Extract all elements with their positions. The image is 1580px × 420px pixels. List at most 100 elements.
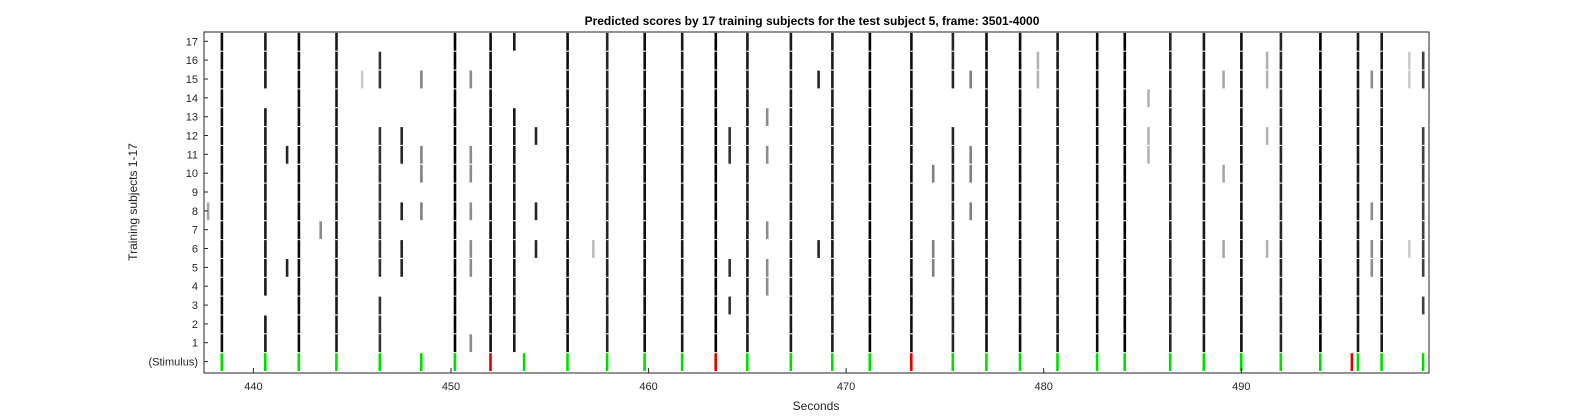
score-cell xyxy=(453,127,457,145)
score-cell xyxy=(400,202,403,221)
score-cell xyxy=(910,315,913,334)
score-cell xyxy=(831,296,834,315)
score-cell xyxy=(831,240,834,258)
score-cell xyxy=(335,108,338,126)
score-cell xyxy=(643,277,646,296)
score-cell xyxy=(1095,89,1099,108)
score-cell xyxy=(220,164,224,183)
stimulus-mark-correct xyxy=(453,353,457,371)
score-cell xyxy=(985,240,988,258)
score-cell xyxy=(643,221,646,240)
y-tick-label: 15 xyxy=(186,74,198,86)
score-cell xyxy=(1240,277,1243,296)
score-cell xyxy=(1222,164,1225,183)
score-cell xyxy=(1095,277,1099,296)
score-cell xyxy=(513,296,516,315)
score-cell xyxy=(1056,277,1059,296)
score-cell xyxy=(1123,315,1127,334)
score-cell xyxy=(1169,315,1172,334)
score-cell xyxy=(1018,334,1022,353)
score-cell xyxy=(728,296,731,315)
score-cell xyxy=(789,202,793,221)
score-cell xyxy=(969,145,972,164)
score-cell xyxy=(1123,51,1127,70)
score-cell xyxy=(220,259,224,277)
score-cell xyxy=(1123,164,1127,183)
score-cell xyxy=(789,315,793,334)
score-cell xyxy=(453,145,457,164)
score-cell xyxy=(1279,183,1283,202)
score-cell xyxy=(513,334,516,353)
score-cell xyxy=(1319,89,1322,108)
score-cell xyxy=(714,164,718,183)
score-cell xyxy=(1279,108,1283,126)
score-cell xyxy=(680,315,684,334)
x-tick-label: 480 xyxy=(1035,381,1053,393)
score-cell xyxy=(1169,296,1172,315)
score-cell xyxy=(1018,296,1022,315)
score-cell xyxy=(489,70,492,89)
score-cell xyxy=(910,164,913,183)
score-cell xyxy=(1169,221,1172,240)
x-tick-label: 490 xyxy=(1232,381,1250,393)
score-cell xyxy=(297,164,301,183)
stimulus-mark-correct xyxy=(951,353,955,371)
score-cell xyxy=(680,296,684,315)
score-cell xyxy=(831,32,834,51)
score-cell xyxy=(220,51,224,70)
score-cell xyxy=(728,127,731,145)
y-tick-label: 16 xyxy=(186,55,198,67)
score-cell xyxy=(566,315,569,334)
score-cell xyxy=(1356,240,1360,258)
score-cell xyxy=(931,259,935,277)
score-cell xyxy=(1319,221,1322,240)
score-cell xyxy=(1380,32,1383,51)
x-tick-label: 470 xyxy=(837,381,855,393)
score-cell xyxy=(868,277,872,296)
score-cell xyxy=(605,183,609,202)
score-cell xyxy=(489,145,492,164)
score-cell xyxy=(335,221,338,240)
score-cell xyxy=(1222,70,1225,89)
score-cell xyxy=(1240,127,1243,145)
score-cell xyxy=(643,296,646,315)
y-tick-label: 6 xyxy=(192,244,198,256)
score-cell xyxy=(1370,70,1374,89)
score-cell xyxy=(910,70,913,89)
stimulus-mark-error xyxy=(489,353,492,371)
score-cell xyxy=(1056,145,1059,164)
score-cell xyxy=(1408,240,1411,258)
score-cell xyxy=(297,70,301,89)
score-cell xyxy=(910,334,913,353)
score-cell xyxy=(831,315,834,334)
score-cell xyxy=(264,51,267,70)
score-cell xyxy=(831,259,834,277)
score-cell xyxy=(297,315,301,334)
score-cell xyxy=(220,240,224,258)
score-cell xyxy=(513,145,516,164)
score-cell xyxy=(680,108,684,126)
score-cell xyxy=(400,145,403,164)
stimulus-mark-error xyxy=(1350,353,1354,371)
score-cell xyxy=(1169,164,1172,183)
score-cell xyxy=(1056,240,1059,258)
score-cell xyxy=(1240,296,1243,315)
score-cell xyxy=(1202,183,1206,202)
score-cell xyxy=(489,240,492,258)
score-cell xyxy=(1123,108,1127,126)
score-cell xyxy=(1356,315,1360,334)
score-cell xyxy=(728,145,731,164)
score-cell xyxy=(1169,108,1172,126)
score-cell xyxy=(1279,334,1283,353)
score-cell xyxy=(714,51,718,70)
score-cell xyxy=(335,259,338,277)
score-cell xyxy=(1056,51,1059,70)
score-cell xyxy=(513,277,516,296)
score-cell xyxy=(605,164,609,183)
score-cell xyxy=(1056,334,1059,353)
score-cell xyxy=(1095,32,1099,51)
score-cell xyxy=(220,108,224,126)
stimulus-mark-correct xyxy=(566,353,569,371)
score-cell xyxy=(1202,240,1206,258)
stimulus-mark-correct xyxy=(1168,353,1172,371)
